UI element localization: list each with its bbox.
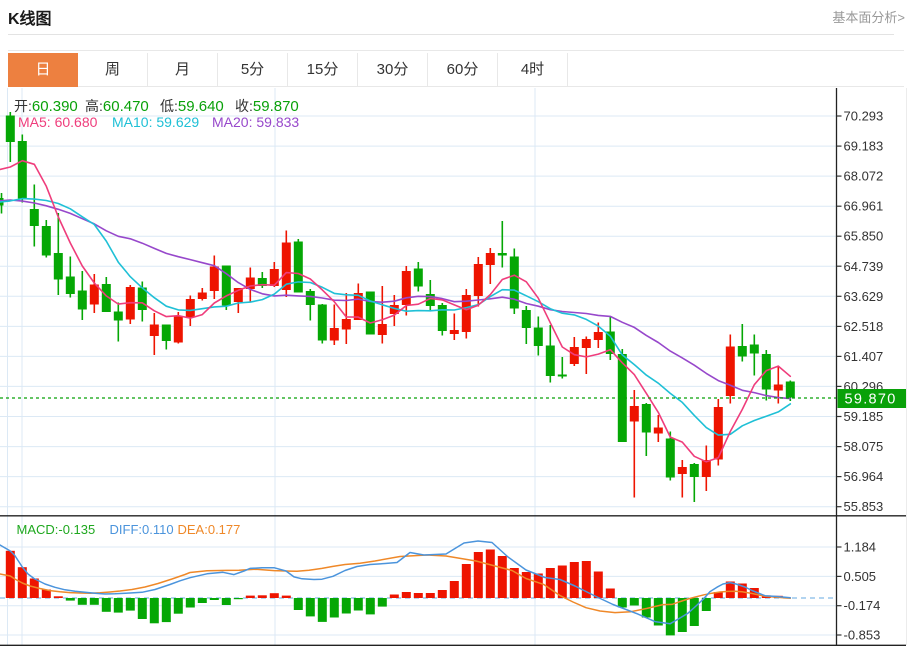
svg-text:58.075: 58.075	[844, 439, 884, 454]
svg-text:65.850: 65.850	[844, 229, 884, 244]
svg-text:61.407: 61.407	[844, 349, 884, 364]
svg-text:68.072: 68.072	[844, 169, 884, 184]
svg-text:62.518: 62.518	[844, 319, 884, 334]
svg-text:70.293: 70.293	[844, 109, 884, 124]
svg-text:56.964: 56.964	[844, 469, 884, 484]
svg-text:59.185: 59.185	[844, 409, 884, 424]
svg-text:1.184: 1.184	[844, 540, 877, 555]
svg-text:-0.174: -0.174	[844, 598, 881, 613]
svg-text:64.739: 64.739	[844, 259, 884, 274]
svg-text:66.961: 66.961	[844, 199, 884, 214]
svg-text:-0.853: -0.853	[844, 628, 881, 643]
svg-text:63.629: 63.629	[844, 289, 884, 304]
svg-text:0.505: 0.505	[844, 569, 877, 584]
svg-text:69.183: 69.183	[844, 139, 884, 154]
svg-text:59.870: 59.870	[845, 392, 897, 408]
svg-text:55.853: 55.853	[844, 499, 884, 514]
